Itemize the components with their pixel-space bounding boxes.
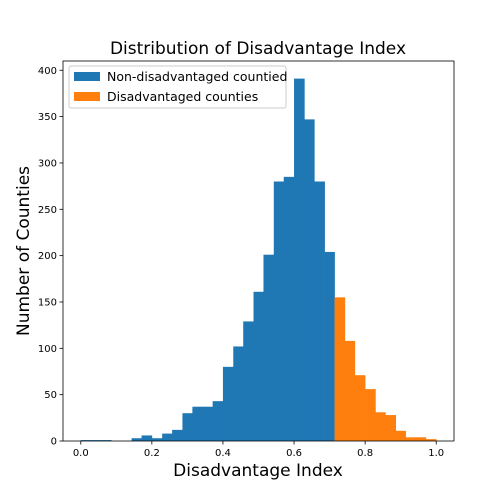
- legend-label: Disadvantaged counties: [107, 89, 258, 104]
- histogram-bar-disadvantaged-0: [334, 297, 346, 441]
- legend-swatch: [74, 92, 100, 101]
- histogram-bar-nondisadvantaged-14: [243, 321, 254, 441]
- histogram-bar-nondisadvantaged-12: [222, 366, 234, 441]
- histogram-bar-nondisadvantaged-17: [273, 181, 285, 442]
- plot-area-frame: [62, 60, 455, 442]
- histogram-bar-nondisadvantaged-21: [314, 181, 325, 442]
- histogram-bar-disadvantaged-2: [354, 375, 366, 441]
- x-tick-label: 1.0: [428, 448, 444, 459]
- histogram-bar-nondisadvantaged-15: [253, 291, 264, 441]
- histogram-bar-nondisadvantaged-13: [233, 346, 244, 441]
- y-tick-label: 0: [51, 437, 57, 448]
- x-tick-label: 0.0: [73, 448, 89, 459]
- histogram-bar-nondisadvantaged-3: [131, 438, 142, 441]
- histogram-bar-disadvantaged-6: [395, 430, 406, 441]
- y-tick-label: 150: [38, 297, 57, 308]
- x-tick-label: 0.6: [286, 448, 302, 459]
- histogram-bar-disadvantaged-1: [344, 340, 356, 441]
- histogram-bar-nondisadvantaged-11: [212, 401, 224, 441]
- histogram-bar-nondisadvantaged-20: [304, 119, 315, 441]
- legend: Non-disadvantaged countied Disadvantaged …: [68, 65, 287, 109]
- histogram-bar-nondisadvantaged-9: [192, 406, 203, 441]
- x-axis-ticks: 0.0 0.2 0.4 0.6 0.8 1.0: [73, 441, 444, 459]
- x-tick-label: 0.4: [215, 448, 231, 459]
- histogram-bar-nondisadvantaged-5: [151, 438, 163, 441]
- histogram-bar-nondisadvantaged-10: [202, 406, 213, 441]
- histogram-bar-nondisadvantaged-7: [172, 429, 183, 441]
- histogram-bar-disadvantaged-4: [375, 412, 386, 441]
- histogram-bar-nondisadvantaged-2: [101, 440, 112, 441]
- y-tick-label: 300: [38, 158, 57, 169]
- x-tick-label: 0.2: [144, 448, 160, 459]
- histogram-bar-disadvantaged-9: [425, 439, 437, 441]
- x-axis-label: Disadvantage Index: [173, 461, 343, 481]
- histogram-bar-nondisadvantaged-1: [90, 440, 102, 441]
- histogram-bar-disadvantaged-7: [405, 437, 417, 441]
- histogram-bar-disadvantaged-8: [415, 437, 427, 441]
- y-tick-label: 50: [44, 390, 57, 401]
- bars-group: [80, 78, 437, 442]
- legend-label: Non-disadvantaged countied: [107, 69, 287, 84]
- histogram-bar-nondisadvantaged-19: [294, 78, 305, 442]
- y-tick-label: 250: [38, 205, 57, 216]
- histogram-bar-nondisadvantaged-8: [182, 413, 193, 441]
- histogram-bar-nondisadvantaged-22: [324, 251, 335, 441]
- y-axis-ticks: 0 50 100 150 200 250 300 350 400: [38, 66, 63, 448]
- histogram-bar-disadvantaged-3: [365, 389, 376, 441]
- x-tick-label: 0.8: [357, 448, 373, 459]
- y-tick-label: 100: [38, 344, 57, 355]
- y-tick-label: 350: [38, 112, 57, 123]
- histogram-bar-nondisadvantaged-6: [162, 433, 173, 441]
- histogram-bar-nondisadvantaged-16: [263, 254, 275, 441]
- y-axis-label: Number of Counties: [14, 166, 34, 336]
- histogram-bar-nondisadvantaged-4: [141, 435, 153, 441]
- chart-title: Distribution of Disadvantage Index: [110, 39, 406, 59]
- y-tick-label: 400: [38, 66, 57, 77]
- legend-frame: [68, 65, 287, 109]
- histogram-bar-nondisadvantaged-0: [80, 440, 92, 441]
- legend-swatch: [74, 72, 100, 81]
- histogram-bar-nondisadvantaged-18: [283, 176, 295, 442]
- histogram-bar-disadvantaged-5: [385, 415, 397, 441]
- y-tick-label: 200: [38, 251, 57, 262]
